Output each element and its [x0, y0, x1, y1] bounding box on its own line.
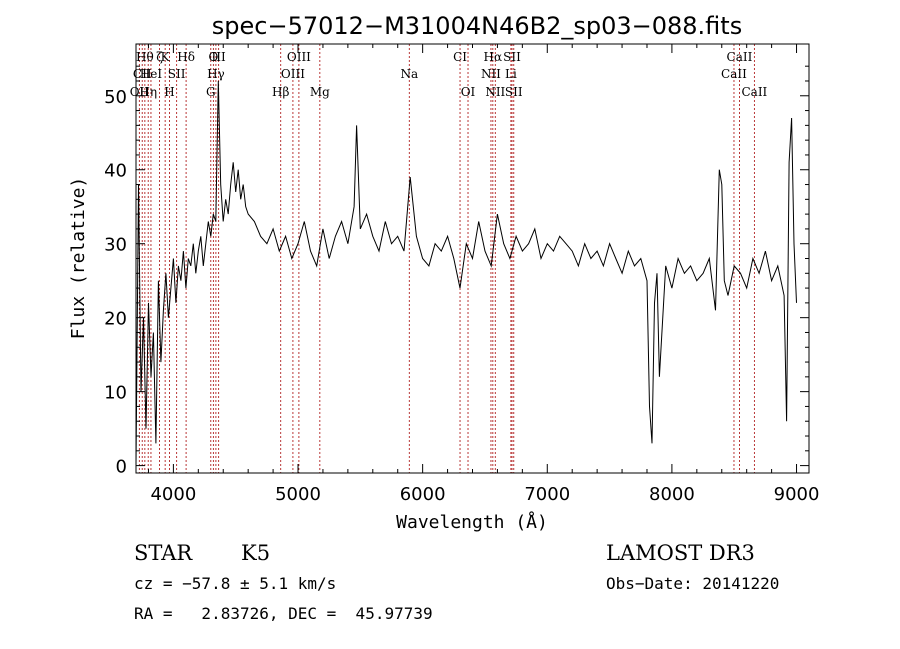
marker-label-26: SII	[505, 85, 523, 99]
marker-label-27: CaII	[721, 67, 747, 81]
y-tick-label-2: 20	[104, 309, 127, 330]
object-subclass: K5	[241, 541, 270, 565]
y-axis-ticks: 0 10 20 30 40 50	[104, 65, 809, 478]
marker-label-4: HeI	[140, 67, 163, 81]
y-tick-label-0: 0	[116, 457, 127, 478]
marker-label-12: Hγ	[207, 67, 225, 81]
marker-label-24: Li	[505, 67, 517, 81]
survey-name: LAMOST DR3	[606, 541, 755, 565]
redshift-cz: cz = −57.8 ± 5.1 km/s	[134, 574, 336, 593]
marker-label-21: NII	[481, 67, 501, 81]
marker-label-7: H	[164, 85, 174, 99]
marker-label-9: Hδ	[177, 50, 195, 64]
marker-label-6: K	[161, 50, 171, 64]
marker-label-28: CaII	[727, 50, 753, 64]
marker-label-1: CII	[133, 67, 152, 81]
marker-label-10: G	[206, 85, 216, 99]
x-tick-label-1: 5000	[275, 484, 321, 505]
marker-label-25: SII	[503, 50, 521, 64]
marker-label-8: SII	[168, 67, 186, 81]
chart-title: spec−57012−M31004N46B2_sp03−088.fits	[212, 12, 742, 40]
x-tick-label-0: 4000	[150, 484, 196, 505]
marker-label-5: ζ	[156, 50, 163, 64]
line-markers	[138, 44, 755, 473]
marker-label-3: Hη	[139, 85, 157, 99]
marker-label-20: OI	[461, 85, 476, 99]
marker-label-23: NII	[485, 85, 505, 99]
marker-label-15: OIII	[281, 67, 305, 81]
marker-label-2: Hθ	[136, 50, 154, 64]
coordinates: RA = 2.83726, DEC = 45.97739	[134, 604, 433, 623]
marker-label-19: CI	[453, 50, 467, 64]
spectrum-line	[135, 80, 797, 466]
y-tick-label-5: 50	[104, 87, 127, 108]
marker-label-18: Na	[400, 67, 418, 81]
line-marker-labels: OIICIIHθHηHeIζKHSIIHδGOHγIIIHβOIIIOIIIMg…	[130, 50, 768, 99]
marker-label-14: Hβ	[272, 85, 289, 99]
marker-label-13: III	[212, 50, 226, 64]
object-class: STAR	[134, 541, 193, 565]
y-tick-label-4: 40	[104, 161, 127, 182]
y-tick-label-3: 30	[104, 235, 127, 256]
y-axis-label: Flux (relative)	[68, 177, 89, 340]
x-tick-label-2: 6000	[400, 484, 446, 505]
x-tick-label-4: 8000	[649, 484, 695, 505]
marker-label-29: CaII	[741, 85, 767, 99]
marker-label-22: Hα	[484, 50, 503, 64]
marker-label-16: OIII	[287, 50, 311, 64]
marker-label-17: Mg	[310, 85, 330, 99]
x-tick-label-5: 9000	[774, 484, 820, 505]
x-axis-ticks: 4000 5000 6000 7000 8000 9000	[147, 44, 820, 505]
x-axis-label: Wavelength (Å)	[396, 511, 548, 533]
observation-date: Obs−Date: 20141220	[606, 574, 779, 593]
y-tick-label-1: 10	[104, 383, 127, 404]
marker-label-11: O	[208, 50, 218, 64]
x-tick-label-3: 7000	[524, 484, 570, 505]
